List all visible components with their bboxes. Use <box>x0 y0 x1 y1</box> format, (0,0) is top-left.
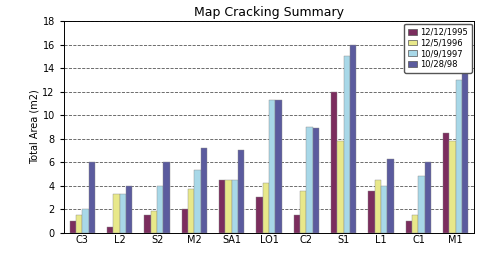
Bar <box>456 80 462 232</box>
Bar <box>238 150 244 232</box>
Bar <box>120 194 126 232</box>
Bar <box>219 180 226 232</box>
Bar <box>294 215 300 232</box>
Title: Map Cracking Summary: Map Cracking Summary <box>194 6 344 18</box>
Bar <box>157 186 163 232</box>
Bar <box>344 56 350 232</box>
Bar <box>276 100 282 232</box>
Bar <box>70 221 76 232</box>
Bar <box>449 141 456 232</box>
Bar <box>89 162 95 232</box>
Bar <box>201 148 207 232</box>
Bar <box>76 215 83 232</box>
Bar <box>425 162 431 232</box>
Bar <box>462 59 468 232</box>
Bar <box>113 194 120 232</box>
Bar <box>163 162 170 232</box>
Bar <box>387 158 394 232</box>
Bar <box>256 197 263 232</box>
Bar <box>412 215 419 232</box>
Bar <box>126 186 132 232</box>
Legend: 12/12/1995, 12/5/1996, 10/9/1997, 10/28/98: 12/12/1995, 12/5/1996, 10/9/1997, 10/28/… <box>404 24 472 73</box>
Bar <box>83 209 89 232</box>
Bar <box>331 92 337 232</box>
Bar <box>232 180 238 232</box>
Bar <box>313 128 319 232</box>
Bar <box>337 141 344 232</box>
Bar <box>306 127 313 232</box>
Bar <box>443 133 449 232</box>
Y-axis label: Total Area (m2): Total Area (m2) <box>30 89 39 164</box>
Bar <box>107 227 113 232</box>
Bar <box>369 191 375 232</box>
Bar <box>182 209 188 232</box>
Bar <box>263 183 269 232</box>
Bar <box>226 180 232 232</box>
Bar <box>350 45 357 232</box>
Bar <box>381 186 387 232</box>
Bar <box>406 221 412 232</box>
Bar <box>144 215 151 232</box>
Bar <box>419 176 425 232</box>
Bar <box>300 191 306 232</box>
Bar <box>194 170 201 232</box>
Bar <box>269 100 276 232</box>
Bar <box>375 180 381 232</box>
Bar <box>151 211 157 232</box>
Bar <box>188 189 194 232</box>
